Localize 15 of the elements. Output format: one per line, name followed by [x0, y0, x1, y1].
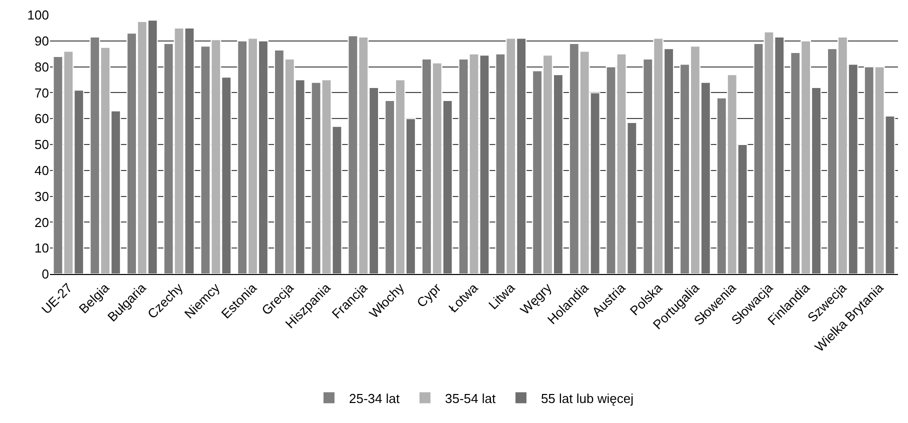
y-tick-label: 40 [34, 162, 49, 178]
y-tick-label: 70 [34, 85, 49, 100]
y-tick-label: 10 [34, 240, 49, 256]
y-tick-label: 90 [34, 33, 49, 48]
y-tick-label: 0 [42, 266, 49, 282]
x-tick-label: Cypr [414, 280, 444, 310]
y-tick-label: 60 [34, 111, 49, 126]
y-tick-label: 20 [34, 214, 49, 230]
legend-label: 25-34 lat [349, 390, 400, 406]
legend-label: 55 lat lub więcej [540, 390, 634, 406]
y-tick-label: 50 [34, 137, 49, 152]
y-tick-label: 80 [34, 59, 49, 74]
y-tick-label: 30 [34, 188, 49, 204]
legend-label: 35-54 lat [444, 390, 496, 406]
y-tick-label: 100 [27, 8, 49, 23]
